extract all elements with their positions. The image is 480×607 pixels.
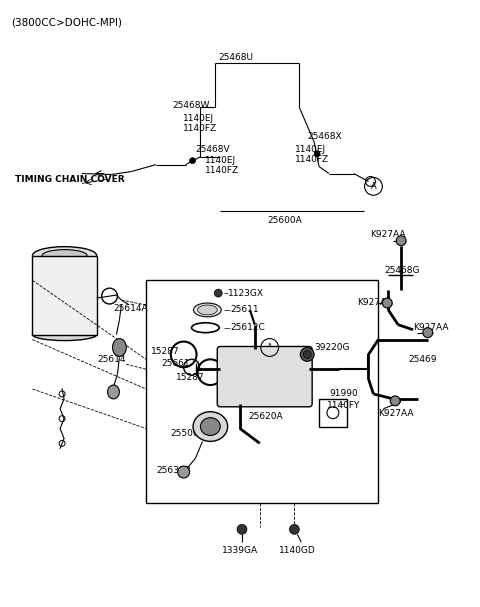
Text: 1140GD: 1140GD [278, 546, 315, 555]
Text: 1339GA: 1339GA [222, 546, 258, 555]
Text: 1123GX: 1123GX [228, 288, 264, 297]
Text: 1140FZ: 1140FZ [205, 166, 240, 175]
FancyBboxPatch shape [217, 347, 312, 407]
Bar [146, 280, 378, 503]
Ellipse shape [193, 412, 228, 441]
Text: 25468U: 25468U [218, 53, 253, 63]
Ellipse shape [193, 303, 221, 317]
Ellipse shape [201, 418, 220, 435]
Bar [33, 256, 96, 334]
Text: (3800CC>DOHC-MPI): (3800CC>DOHC-MPI) [11, 18, 122, 27]
Text: 25611: 25611 [230, 305, 259, 314]
Text: A: A [371, 182, 376, 191]
Ellipse shape [108, 385, 120, 399]
Text: 25661: 25661 [161, 359, 190, 368]
Circle shape [214, 289, 222, 297]
Circle shape [300, 347, 314, 361]
Text: 15287: 15287 [176, 373, 204, 382]
Text: K927AA: K927AA [357, 297, 392, 307]
Text: 25468W: 25468W [173, 101, 210, 110]
Text: 15287: 15287 [151, 347, 180, 356]
Ellipse shape [33, 246, 96, 265]
Text: 1140EJ: 1140EJ [183, 114, 214, 123]
Circle shape [303, 350, 311, 358]
Ellipse shape [42, 249, 87, 262]
Text: 25600A: 25600A [268, 217, 302, 225]
Text: 91990: 91990 [329, 390, 358, 398]
Text: 39220G: 39220G [314, 343, 349, 352]
Circle shape [237, 524, 247, 534]
Text: 1140FZ: 1140FZ [183, 124, 217, 132]
Text: 25620A: 25620A [248, 412, 283, 421]
Circle shape [289, 524, 300, 534]
Circle shape [390, 396, 400, 406]
Circle shape [314, 151, 320, 157]
Text: TIMING CHAIN COVER: TIMING CHAIN COVER [14, 175, 124, 184]
Ellipse shape [33, 329, 96, 341]
Text: 25468X: 25468X [307, 132, 342, 141]
Text: 25612C: 25612C [230, 323, 265, 332]
Text: 1140EJ: 1140EJ [205, 156, 237, 165]
Text: 25469: 25469 [408, 355, 436, 364]
Text: 25614: 25614 [97, 355, 126, 364]
Circle shape [190, 158, 195, 164]
Text: 1140EJ: 1140EJ [295, 145, 326, 154]
Ellipse shape [112, 339, 126, 356]
Text: K927AA: K927AA [371, 230, 406, 239]
Circle shape [423, 328, 433, 337]
Text: 1140FZ: 1140FZ [295, 155, 329, 164]
Circle shape [383, 298, 392, 308]
Text: K927AA: K927AA [413, 323, 448, 332]
Text: 25468V: 25468V [195, 145, 230, 154]
Circle shape [178, 466, 190, 478]
Text: 25614A: 25614A [113, 305, 148, 313]
Text: A: A [267, 343, 273, 352]
Text: 25631B: 25631B [156, 466, 191, 475]
Circle shape [396, 236, 406, 246]
Ellipse shape [197, 305, 217, 315]
Text: 25500A: 25500A [171, 429, 205, 438]
Text: K927AA: K927AA [378, 409, 414, 418]
Text: 1140FY: 1140FY [327, 401, 360, 410]
Bar [319, 399, 347, 427]
Text: 25468G: 25468G [384, 266, 420, 275]
